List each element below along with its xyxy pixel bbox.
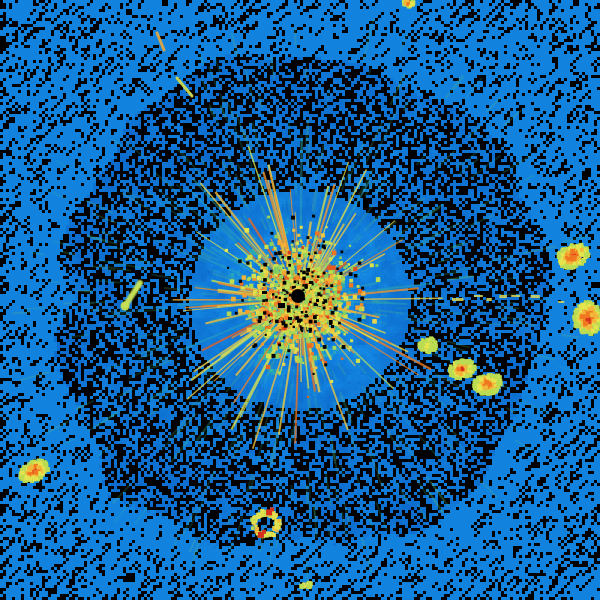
radar-ppi-canvas — [0, 0, 600, 600]
radar-display — [0, 0, 600, 600]
